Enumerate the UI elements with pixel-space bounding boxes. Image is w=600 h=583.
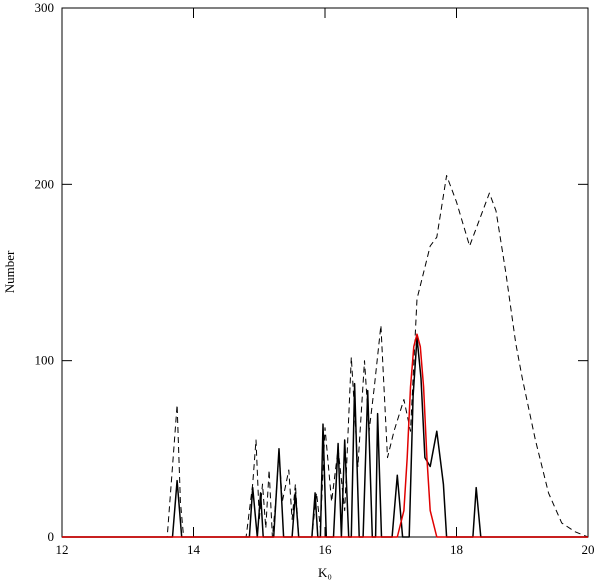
plot-frame (61, 7, 589, 538)
x-tick-label: 12 (56, 542, 69, 557)
y-axis-label: Number (2, 250, 17, 293)
line-series (62, 333, 588, 538)
x-tick-label: 20 (582, 542, 595, 557)
y-tick-label: 200 (35, 176, 55, 191)
line-series (62, 175, 589, 538)
x-tick-label: 14 (187, 542, 201, 557)
x-tick-label: 18 (450, 542, 463, 557)
x-tick-label: 16 (319, 542, 333, 557)
x-axis-label: K₀ (318, 565, 332, 580)
y-tick-label: 0 (48, 529, 55, 544)
y-tick-label: 100 (35, 353, 55, 368)
y-tick-label: 300 (35, 0, 55, 15)
